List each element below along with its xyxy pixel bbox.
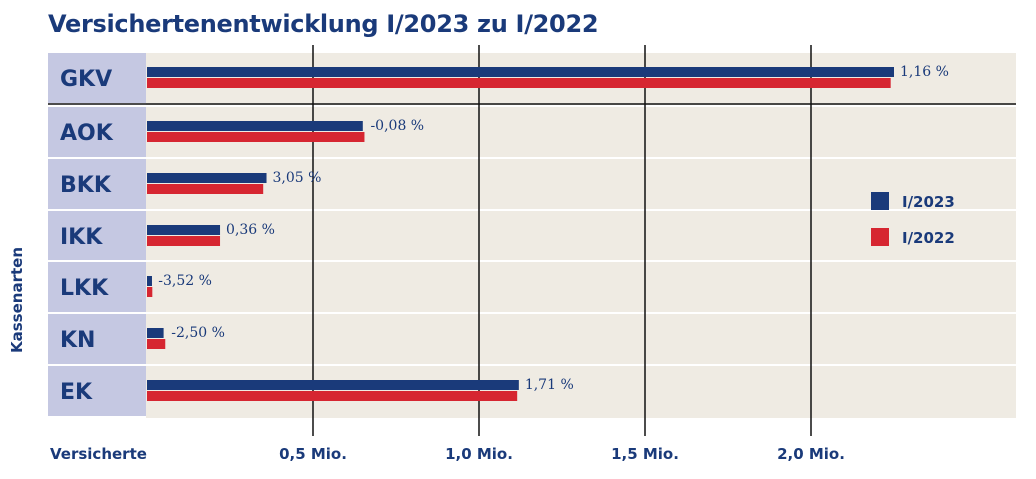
category-label: AOK [60,121,114,146]
x-tick-label: 0,5 Mio. [279,445,347,463]
labels: GKV 1,16 % AOK -0,08 % BKK 3,05 % IKK 0,36 % LKK… [8,64,949,463]
data-label: -2,50 % [171,325,225,341]
x-tick-label: 1,5 Mio. [611,445,679,463]
bar-kn-i-2023 [147,328,164,338]
bar-ikk-i-2022 [147,236,221,246]
bar-aok-i-2023 [147,121,363,131]
legend-swatch [871,192,889,210]
x-axis-label: Versicherte [50,445,147,463]
category-label: BKK [60,173,112,198]
data-label: 0,36 % [226,222,275,238]
legend: I/2023 I/2022 [871,192,955,247]
category-cell-ek [48,366,146,416]
x-tick-label: 1,0 Mio. [445,445,513,463]
bar-aok-i-2022 [147,132,365,142]
bar-bkk-i-2023 [147,173,267,183]
x-tick-label: 2,0 Mio. [777,445,845,463]
data-label: -0,08 % [370,118,424,134]
gridlines [48,45,1016,436]
legend-swatch [871,228,889,246]
category-label: GKV [60,67,112,92]
category-cell-gkv [48,53,146,103]
bar-ikk-i-2023 [147,225,221,235]
category-label: KN [60,328,95,353]
category-label: LKK [60,276,109,301]
bar-lkk-i-2023 [147,276,152,286]
bar-gkv-i-2022 [147,78,891,88]
bar-kn-i-2022 [147,339,166,349]
legend-label: I/2022 [902,229,955,247]
data-label: 3,05 % [273,170,322,186]
category-cell-kn [48,314,146,364]
data-label: 1,71 % [525,377,574,393]
category-cell-ikk [48,211,146,261]
plot-background [48,53,1016,418]
category-cell-bkk [48,159,146,209]
data-label: 1,16 % [900,64,949,80]
bar-ek-i-2022 [147,391,518,401]
legend-label: I/2023 [902,193,955,211]
data-label: -3,52 % [158,273,212,289]
category-cell-lkk [48,262,146,312]
category-cell-aok [48,107,146,157]
bar-bkk-i-2022 [147,184,264,194]
category-label: IKK [60,225,103,250]
bars [147,67,894,401]
bar-gkv-i-2023 [147,67,894,77]
bar-lkk-i-2022 [147,287,153,297]
chart-title: Versichertenentwicklung I/2023 zu I/2022 [48,10,599,38]
bar-ek-i-2023 [147,380,519,390]
category-label: EK [60,380,93,405]
y-axis-label: Kassenarten [8,247,26,353]
